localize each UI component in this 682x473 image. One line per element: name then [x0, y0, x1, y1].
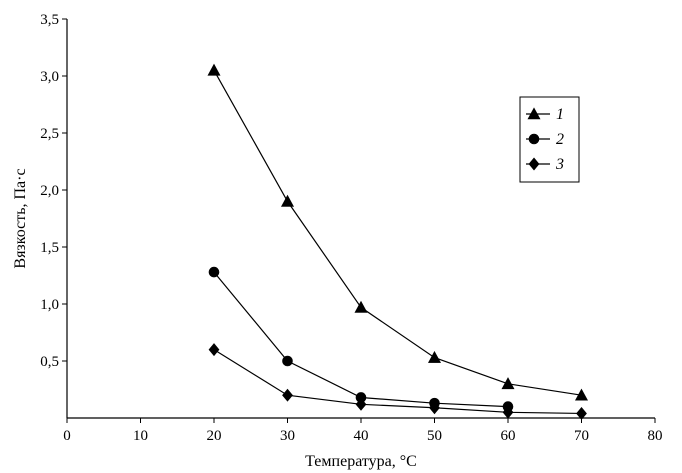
y-tick-label: 2,0 — [40, 183, 59, 199]
series-line — [213, 349, 582, 415]
data-point — [501, 377, 515, 390]
series-line — [213, 70, 582, 396]
data-point — [355, 397, 367, 411]
x-tick-label: 40 — [354, 428, 369, 444]
y-tick-label: 3,0 — [40, 69, 59, 85]
legend-marker — [527, 107, 541, 120]
x-tick-label: 60 — [501, 428, 516, 444]
series-1 — [207, 63, 589, 401]
series-layer — [207, 63, 589, 420]
legend-label: 2 — [556, 131, 564, 148]
data-point — [574, 388, 589, 401]
data-point — [502, 405, 514, 419]
legend-label: 3 — [555, 156, 564, 173]
data-point — [576, 406, 587, 420]
x-tick-label: 80 — [648, 428, 663, 444]
y-tick-label: 2,5 — [40, 126, 59, 142]
data-point — [280, 194, 295, 207]
data-point — [207, 63, 221, 76]
x-tick-label: 70 — [574, 428, 589, 444]
x-tick-label: 50 — [427, 428, 442, 444]
legend-label: 1 — [556, 106, 564, 123]
y-axis-title: Вязкость, Па·с — [12, 168, 29, 268]
data-point — [208, 343, 220, 357]
data-point — [354, 300, 368, 313]
series-line — [213, 271, 509, 408]
data-point — [208, 266, 220, 278]
x-tick-label: 0 — [63, 428, 71, 444]
legend-marker — [528, 157, 540, 171]
data-point — [282, 355, 293, 367]
y-tick-label: 0,5 — [40, 354, 59, 370]
legend-marker — [528, 133, 540, 145]
x-tick-label: 30 — [280, 428, 295, 444]
x-tick-label: 10 — [133, 428, 148, 444]
series-3 — [208, 343, 587, 420]
axes: 0 10 20 30 40 50 60 70 80 0,5 1,0 1,5 2,0 2,5 3,0 3,5 — [40, 12, 662, 444]
series-2 — [208, 266, 514, 412]
legend-item: 1 — [526, 106, 564, 123]
x-axis-title: Температура, °C — [305, 453, 417, 470]
legend: 1 2 3 — [519, 96, 580, 183]
data-point — [282, 388, 293, 402]
data-point — [429, 401, 440, 415]
legend-item: 3 — [526, 156, 564, 173]
y-tick-label: 1,5 — [40, 240, 59, 256]
legend-item: 2 — [526, 131, 564, 148]
y-tick-label: 1,0 — [40, 297, 59, 313]
x-tick-label: 20 — [207, 428, 222, 444]
y-tick-label: 3,5 — [40, 12, 59, 28]
data-point — [427, 350, 442, 363]
